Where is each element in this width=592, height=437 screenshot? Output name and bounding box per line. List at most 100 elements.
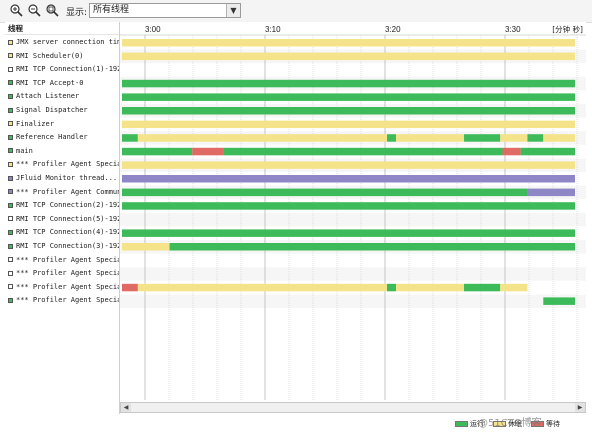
thread-row[interactable]: JMX server connection tim... xyxy=(5,36,119,50)
thread-state-swatch xyxy=(8,39,13,45)
thread-row[interactable]: *** Profiler Agent Specia... xyxy=(5,281,119,295)
thread-row[interactable]: RMI Scheduler(0) xyxy=(5,50,119,64)
thread-filter-select[interactable]: 所有线程 ▼ xyxy=(89,3,241,18)
thread-state-swatch xyxy=(8,107,13,113)
row-stripe xyxy=(120,267,586,281)
thread-state-bar xyxy=(527,188,575,197)
scroll-left-icon[interactable]: ◀ xyxy=(121,403,131,412)
thread-row[interactable]: *** Profiler Agent Commun... xyxy=(5,186,119,200)
thread-row[interactable]: Attach Listener xyxy=(5,90,119,104)
thread-name: main xyxy=(16,146,33,155)
timeline-svg: 3:00 3:10 3:20 3:30 [分钟 秒] xyxy=(120,24,586,400)
thread-state-bar xyxy=(122,39,575,47)
thread-name: *** Profiler Agent Commun... xyxy=(16,187,119,196)
legend-swatch-running xyxy=(455,421,468,427)
thread-name: *** Profiler Agent Specia... xyxy=(16,160,119,169)
time-tick-label: 3:10 xyxy=(265,25,281,34)
thread-state-bar xyxy=(396,134,465,142)
zoom-in-button[interactable] xyxy=(9,3,23,17)
thread-name: *** Profiler Agent Specia... xyxy=(16,269,119,278)
thread-state-bar xyxy=(122,79,575,88)
legend-label: 运行 xyxy=(470,420,484,428)
thread-state-swatch xyxy=(8,229,13,235)
thread-row[interactable]: Signal Dispatcher xyxy=(5,104,119,118)
legend-label: 休眠 xyxy=(508,420,522,428)
thread-row[interactable]: *** Profiler Agent Specia... xyxy=(5,294,119,308)
thread-state-swatch xyxy=(8,134,13,140)
scroll-right-icon[interactable]: ▶ xyxy=(575,403,585,412)
thread-state-bar xyxy=(464,283,501,292)
thread-state-bar xyxy=(387,134,397,142)
thread-row[interactable]: RMI TCP Connection(5)-192... xyxy=(5,213,119,227)
thread-name: *** Profiler Agent Specia... xyxy=(16,296,119,305)
thread-state-swatch xyxy=(8,270,13,276)
legend-label: 等待 xyxy=(546,420,560,428)
thread-state-swatch xyxy=(8,189,13,195)
thread-state-swatch xyxy=(8,66,13,72)
thread-row[interactable]: RMI TCP Connection(2)-192... xyxy=(5,199,119,213)
thread-row[interactable]: *** Profiler Agent Specia... xyxy=(5,254,119,268)
thread-list: 线程 JMX server connection tim... RMI Sched… xyxy=(5,22,120,414)
time-tick-label: 3:20 xyxy=(385,25,401,34)
thread-state-swatch xyxy=(8,161,13,167)
thread-name: Attach Listener xyxy=(16,92,80,101)
zoom-fit-button[interactable] xyxy=(45,3,59,17)
thread-row[interactable]: JFluid Monitor thread... xyxy=(5,172,119,186)
thread-state-bar xyxy=(122,229,575,237)
thread-state-swatch xyxy=(8,216,13,222)
chevron-down-icon[interactable]: ▼ xyxy=(226,4,240,17)
thread-state-swatch xyxy=(8,80,13,86)
thread-row[interactable]: *** Profiler Agent Specia... xyxy=(5,267,119,281)
thread-name: JMX server connection tim... xyxy=(16,38,119,46)
thread-state-bar xyxy=(137,134,388,142)
thread-name: JFluid Monitor thread... xyxy=(16,174,118,182)
thread-row[interactable]: Reference Handler xyxy=(5,131,119,145)
thread-state-bar xyxy=(122,120,575,129)
thread-state-bar xyxy=(192,147,224,156)
thread-state-bar xyxy=(122,243,170,251)
thread-state-bar xyxy=(500,134,528,142)
thread-state-bar xyxy=(122,202,575,210)
thread-row[interactable]: RMI TCP Accept-0 xyxy=(5,77,119,91)
thread-name: RMI TCP Accept-0 xyxy=(16,78,84,87)
thread-state-bar xyxy=(543,297,575,305)
thread-state-bar xyxy=(223,147,503,156)
thread-state-swatch xyxy=(8,175,13,181)
thread-state-swatch xyxy=(8,148,13,154)
thread-row[interactable]: main xyxy=(5,145,119,159)
zoom-out-button[interactable] xyxy=(27,3,41,17)
thread-state-bar xyxy=(169,243,575,251)
toolbar: 显示: 所有线程 ▼ xyxy=(0,0,592,23)
thread-state-swatch xyxy=(8,202,13,208)
zoom-fit-icon xyxy=(46,4,59,17)
thread-row[interactable]: *** Profiler Agent Specia... xyxy=(5,158,119,172)
thread-state-bar xyxy=(122,93,575,101)
thread-state-bar xyxy=(543,134,575,142)
horizontal-scrollbar[interactable]: ◀ ▶ xyxy=(120,402,586,413)
watermark: @51CTO博客 xyxy=(478,418,542,429)
thread-state-swatch xyxy=(8,257,13,263)
timeline[interactable]: 3:00 3:10 3:20 3:30 [分钟 秒] xyxy=(120,22,586,400)
thread-state-bar xyxy=(500,283,528,292)
thread-row[interactable]: RMI TCP Connection(1)-192... xyxy=(5,63,119,77)
thread-row[interactable]: RMI TCP Connection(4)-192... xyxy=(5,226,119,240)
thread-state-swatch xyxy=(8,53,13,59)
thread-state-bar xyxy=(387,283,397,292)
thread-state-bar xyxy=(502,147,521,156)
thread-state-bar xyxy=(122,161,575,169)
thread-filter-value: 所有线程 xyxy=(93,5,130,15)
thread-row[interactable]: RMI TCP Connection(3)-192... xyxy=(5,240,119,254)
thread-name: RMI TCP Connection(1)-192... xyxy=(16,65,119,74)
thread-state-swatch xyxy=(8,121,13,127)
thread-row[interactable]: Finalizer xyxy=(5,118,119,132)
zoom-out-icon xyxy=(28,4,41,17)
zoom-in-icon xyxy=(10,4,23,17)
row-stripe xyxy=(120,294,586,308)
thread-name: *** Profiler Agent Specia... xyxy=(16,255,119,264)
time-unit-label: [分钟 秒] xyxy=(552,24,583,34)
thread-state-bar xyxy=(520,147,575,156)
thread-name: Signal Dispatcher xyxy=(16,106,88,114)
thread-state-bar xyxy=(122,175,575,183)
thread-name: RMI TCP Connection(2)-192... xyxy=(16,201,119,210)
thread-state-swatch xyxy=(8,284,13,290)
